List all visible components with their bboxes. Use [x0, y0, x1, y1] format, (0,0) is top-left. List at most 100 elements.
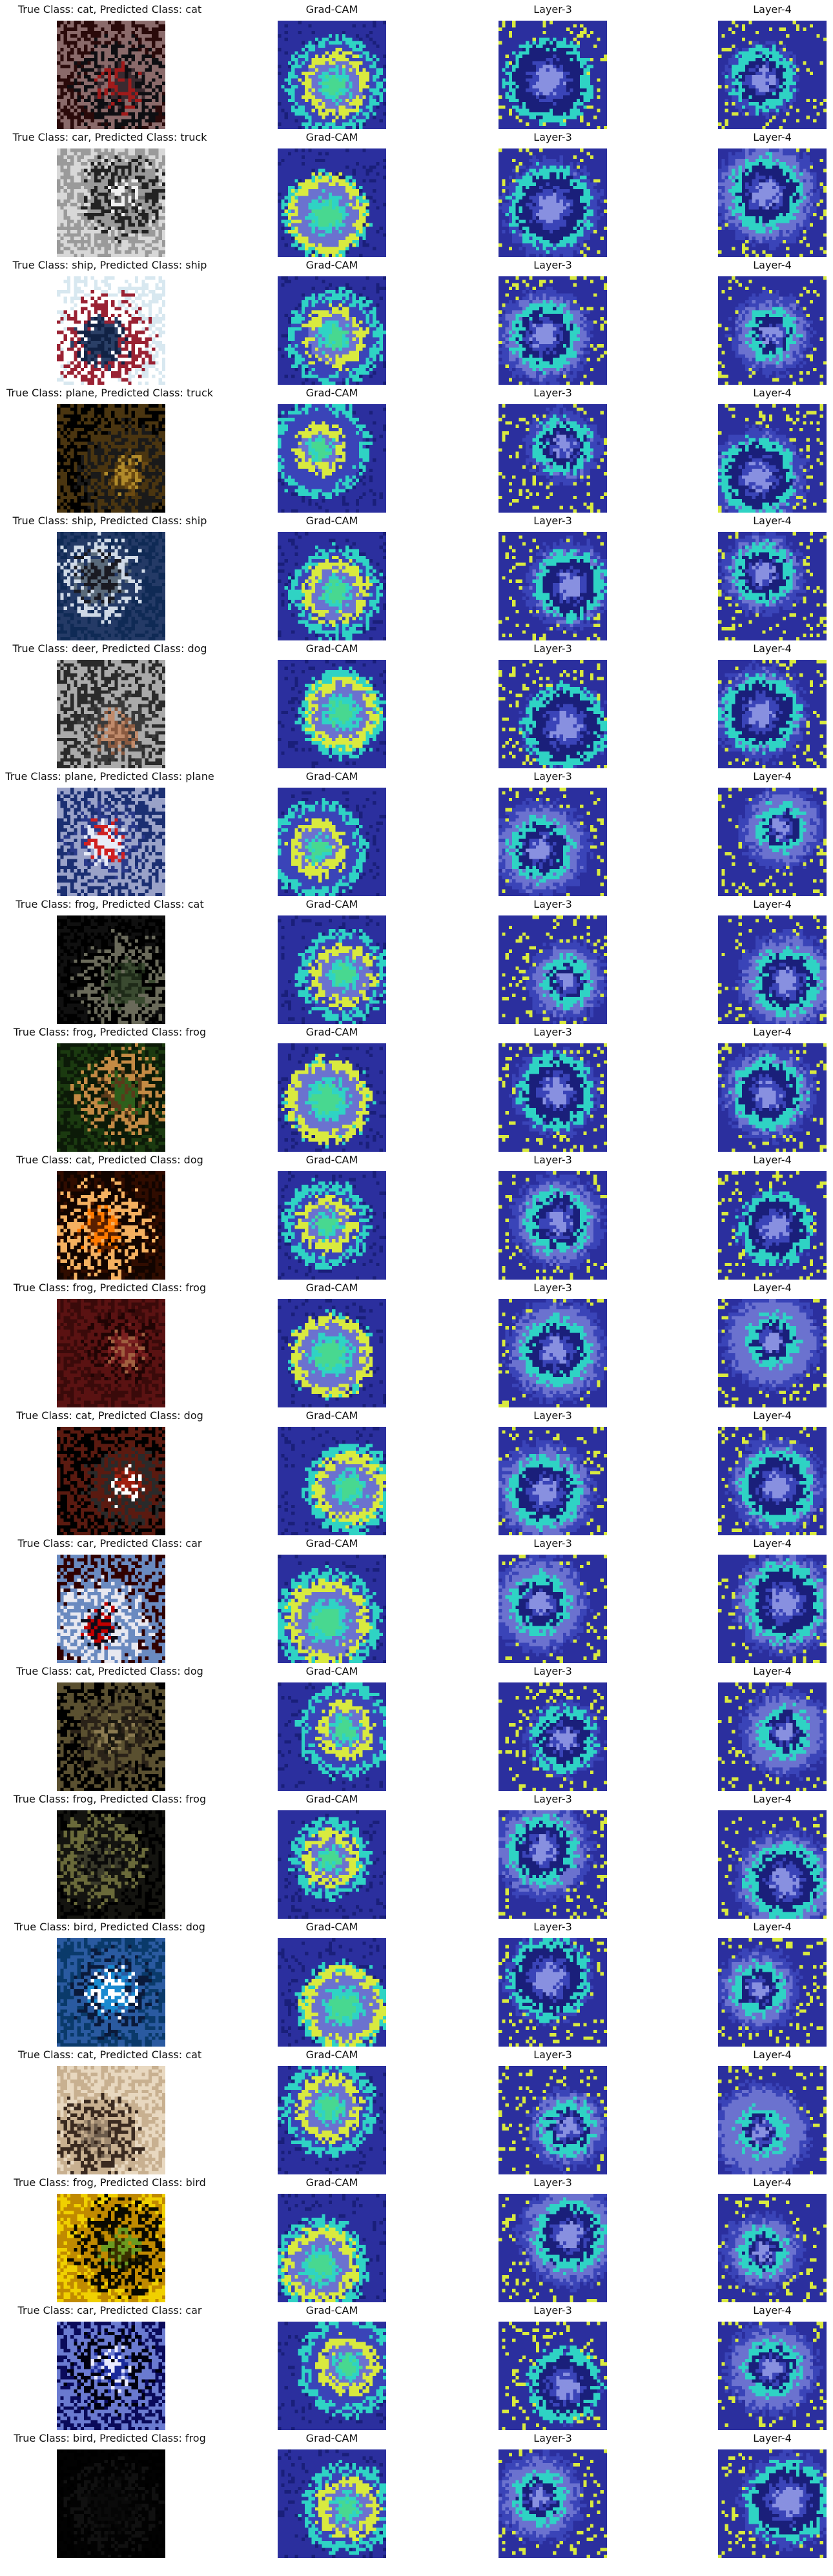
gradcam-heatmap: [278, 660, 386, 768]
row-caption: True Class: cat, Predicted Class: dog: [3, 1664, 216, 1679]
layer3-title: Layer-3: [446, 642, 659, 656]
layer4-title: Layer-4: [666, 1920, 833, 1934]
row-caption: True Class: frog, Predicted Class: bird: [3, 2176, 216, 2190]
input-image: [57, 660, 165, 768]
layer3-heatmap: [499, 1682, 607, 1791]
layer4-title: Layer-4: [666, 1537, 833, 1551]
layer4-heatmap: [718, 404, 827, 513]
row-caption: True Class: plane, Predicted Class: plan…: [3, 770, 216, 784]
gradcam-heatmap: [278, 2194, 386, 2302]
gradcam-heatmap: [278, 2066, 386, 2174]
layer3-title: Layer-3: [446, 897, 659, 912]
input-image: [57, 788, 165, 896]
gradcam-heatmap: [278, 2322, 386, 2430]
gradcam-title: Grad-CAM: [225, 1153, 438, 1167]
input-image: [57, 1682, 165, 1791]
figure-row: True Class: frog, Predicted Class: cat Gr…: [0, 897, 833, 1027]
row-caption: True Class: deer, Predicted Class: dog: [3, 642, 216, 656]
gradcam-title: Grad-CAM: [225, 1537, 438, 1551]
gradcam-heatmap: [278, 1043, 386, 1152]
figure-row: True Class: frog, Predicted Class: frog G…: [0, 1281, 833, 1410]
input-image: [57, 1299, 165, 1407]
input-image: [57, 1555, 165, 1663]
layer4-heatmap: [718, 2322, 827, 2430]
layer3-heatmap: [499, 660, 607, 768]
figure-row: True Class: deer, Predicted Class: dog Gr…: [0, 642, 833, 771]
input-image: [57, 2449, 165, 2558]
figure-row: True Class: plane, Predicted Class: truc…: [0, 386, 833, 515]
layer3-title: Layer-3: [446, 1281, 659, 1295]
gradcam-title: Grad-CAM: [225, 770, 438, 784]
layer4-title: Layer-4: [666, 3, 833, 17]
layer3-title: Layer-3: [446, 1025, 659, 1039]
input-image: [57, 915, 165, 1024]
figure-row: True Class: car, Predicted Class: truck G…: [0, 130, 833, 260]
gradcam-title: Grad-CAM: [225, 130, 438, 145]
gradcam-title: Grad-CAM: [225, 1664, 438, 1679]
figure-row: True Class: cat, Predicted Class: cat Gra…: [0, 2048, 833, 2177]
layer3-title: Layer-3: [446, 1920, 659, 1934]
gradcam-title: Grad-CAM: [225, 258, 438, 272]
layer4-title: Layer-4: [666, 514, 833, 528]
layer3-heatmap: [499, 1299, 607, 1407]
layer4-heatmap: [718, 1171, 827, 1280]
layer4-heatmap: [718, 2194, 827, 2302]
gradcam-title: Grad-CAM: [225, 1025, 438, 1039]
gradcam-heatmap: [278, 2449, 386, 2558]
input-image: [57, 1043, 165, 1152]
layer3-title: Layer-3: [446, 514, 659, 528]
input-image: [57, 404, 165, 513]
row-caption: True Class: bird, Predicted Class: dog: [3, 1920, 216, 1934]
layer4-heatmap: [718, 915, 827, 1024]
layer4-heatmap: [718, 148, 827, 257]
layer3-title: Layer-3: [446, 258, 659, 272]
input-image: [57, 148, 165, 257]
figure-row: True Class: frog, Predicted Class: frog G…: [0, 1792, 833, 1921]
row-caption: True Class: plane, Predicted Class: truc…: [3, 386, 216, 400]
gradcam-heatmap: [278, 21, 386, 129]
figure-row: True Class: cat, Predicted Class: dog Gra…: [0, 1664, 833, 1794]
layer3-heatmap: [499, 532, 607, 640]
gradcam-heatmap: [278, 1938, 386, 2047]
gradcam-heatmap: [278, 276, 386, 385]
input-image: [57, 1171, 165, 1280]
row-caption: True Class: cat, Predicted Class: cat: [3, 3, 216, 17]
input-image: [57, 2066, 165, 2174]
gradcam-title: Grad-CAM: [225, 897, 438, 912]
row-caption: True Class: ship, Predicted Class: ship: [3, 258, 216, 272]
layer3-heatmap: [499, 1555, 607, 1663]
layer3-heatmap: [499, 2066, 607, 2174]
layer4-title: Layer-4: [666, 2048, 833, 2062]
figure-row: True Class: ship, Predicted Class: ship G…: [0, 514, 833, 643]
layer4-heatmap: [718, 532, 827, 640]
layer4-heatmap: [718, 1810, 827, 1919]
layer3-heatmap: [499, 1171, 607, 1280]
layer4-title: Layer-4: [666, 897, 833, 912]
row-caption: True Class: car, Predicted Class: truck: [3, 130, 216, 145]
layer4-heatmap: [718, 2066, 827, 2174]
gradcam-title: Grad-CAM: [225, 1281, 438, 1295]
layer4-title: Layer-4: [666, 642, 833, 656]
gradcam-heatmap: [278, 148, 386, 257]
figure-row: True Class: cat, Predicted Class: dog Gra…: [0, 1409, 833, 1538]
gradcam-heatmap: [278, 915, 386, 1024]
layer4-heatmap: [718, 788, 827, 896]
input-image: [57, 21, 165, 129]
layer4-title: Layer-4: [666, 2431, 833, 2446]
gradcam-title: Grad-CAM: [225, 642, 438, 656]
layer3-heatmap: [499, 915, 607, 1024]
row-caption: True Class: frog, Predicted Class: frog: [3, 1281, 216, 1295]
figure-row: True Class: cat, Predicted Class: cat Gra…: [0, 3, 833, 132]
layer4-title: Layer-4: [666, 1281, 833, 1295]
gradcam-title: Grad-CAM: [225, 2048, 438, 2062]
row-caption: True Class: frog, Predicted Class: frog: [3, 1792, 216, 1806]
layer3-title: Layer-3: [446, 2431, 659, 2446]
layer4-heatmap: [718, 1299, 827, 1407]
gradcam-title: Grad-CAM: [225, 386, 438, 400]
layer3-heatmap: [499, 2449, 607, 2558]
gradcam-title: Grad-CAM: [225, 1409, 438, 1423]
row-caption: True Class: cat, Predicted Class: dog: [3, 1153, 216, 1167]
layer4-title: Layer-4: [666, 130, 833, 145]
layer3-title: Layer-3: [446, 1792, 659, 1806]
